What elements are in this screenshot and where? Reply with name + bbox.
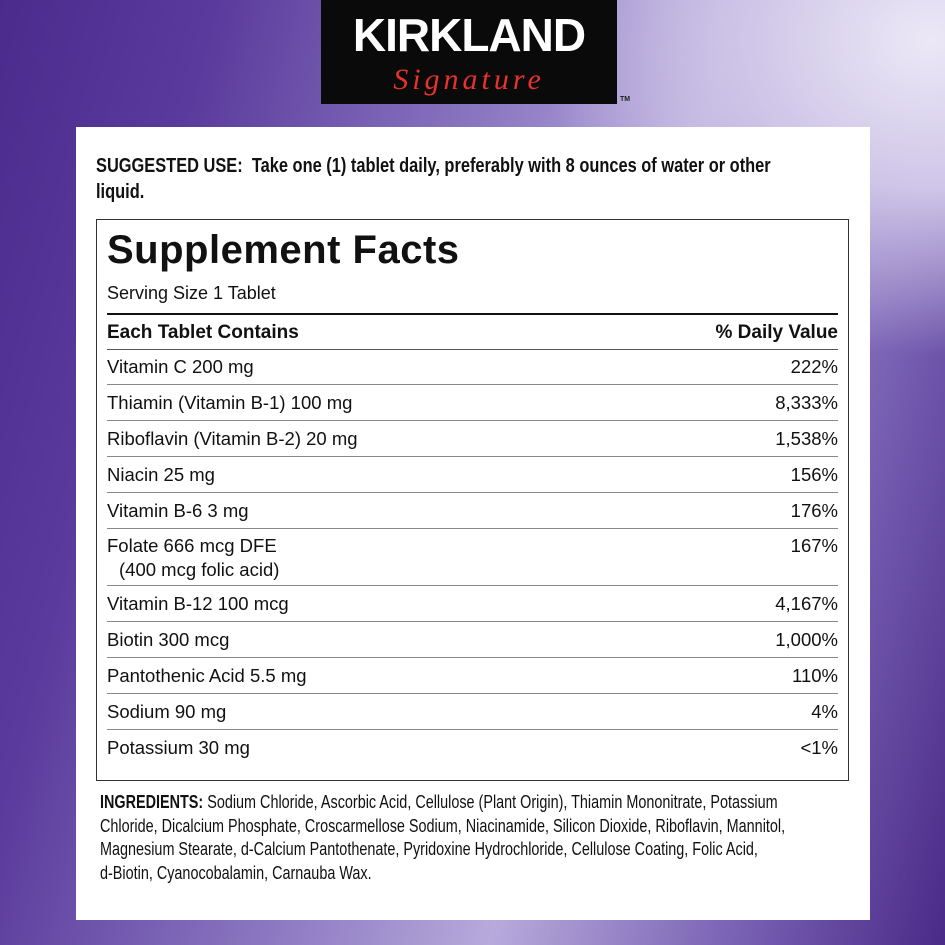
daily-value: 1,538% [775,427,838,449]
nutrient-name: Riboflavin (Vitamin B-2) 20 mg [107,428,358,450]
ingredients-line: Chloride, Dicalcium Phosphate, Croscarme… [100,815,786,836]
suggested-use-line: liquid. [96,181,145,203]
daily-value: 1,000% [775,628,838,650]
label-panel: SUGGESTED USE: Take one (1) tablet daily… [76,127,870,920]
daily-value: 222% [790,355,838,377]
table-row: Potassium 30 mg <1% [107,730,838,765]
nutrient-note: (400 mcg folic acid) [119,559,280,580]
nutrient-name: Vitamin B-6 3 mg [107,500,249,522]
divider [107,313,838,315]
nutrient-amount: Vitamin B-12 100 mcg [107,592,289,614]
ingredients-line: Sodium Chloride, Ascorbic Acid, Cellulos… [207,792,778,812]
nutrient-name: Folate 666 mcg DFE (400 mcg folic acid) [107,534,279,582]
table-row: Pantothenic Acid 5.5 mg 110% [107,658,838,694]
daily-value: 167% [790,535,838,556]
nutrient-rows: Vitamin C 200 mg 222% Thiamin (Vitamin B-1… [107,349,838,765]
nutrient-name: Sodium 90 mg [107,701,226,723]
logo-signature: Signature [393,63,545,96]
logo-brand: KIRKLAND [352,9,586,61]
kirkland-signature-logo: KIRKLAND Signature [321,0,617,104]
nutrient-amount: Niacin 25 mg [107,463,215,485]
ingredients-line: d-Biotin, Cyanocobalamin, Carnauba Wax. [100,862,372,883]
suggested-use-line: Take one (1) tablet daily, preferably wi… [251,155,771,177]
nutrient-amount: Riboflavin (Vitamin B-2) 20 mg [107,427,358,449]
suggested-use: SUGGESTED USE: Take one (1) tablet daily… [96,153,771,205]
nutrient-name: Pantothenic Acid 5.5 mg [107,665,307,687]
nutrient-name: Thiamin (Vitamin B-1) 100 mg [107,392,352,414]
nutrient-amount: Thiamin (Vitamin B-1) 100 mg [107,391,353,413]
nutrient-amount: Vitamin B-6 3 mg [107,499,249,521]
table-row: Niacin 25 mg 156% [107,457,838,493]
nutrient-name: Potassium 30 mg [107,737,250,759]
ingredients-label: INGREDIENTS: [100,792,204,812]
daily-value: 4% [811,700,838,722]
nutrient-amount: Pantothenic Acid 5.5 mg [107,664,307,686]
table-header: Each Tablet Contains % Daily Value [107,316,838,350]
daily-value: 8,333% [775,391,838,413]
trademark: TM [620,96,631,103]
facts-title: Supplement Facts [107,228,460,272]
ingredients: INGREDIENTS: Sodium Chloride, Ascorbic A… [100,791,785,885]
nutrient-name: Niacin 25 mg [107,464,215,486]
column-header-contents: Each Tablet Contains [107,321,299,343]
nutrient-amount: Folate 666 mcg DFE [107,535,277,556]
nutrient-name: Vitamin B-12 100 mcg [107,593,289,615]
daily-value: 4,167% [775,592,838,614]
column-header-daily-value: % Daily Value [715,321,838,343]
table-row: Vitamin B-6 3 mg 176% [107,493,838,529]
daily-value: 156% [790,463,838,485]
table-row: Vitamin C 200 mg 222% [107,349,838,385]
table-row: Vitamin B-12 100 mcg 4,167% [107,586,838,622]
table-row: Sodium 90 mg 4% [107,694,838,730]
table-row: Thiamin (Vitamin B-1) 100 mg 8,333% [107,385,838,421]
ingredients-line: Magnesium Stearate, d-Calcium Pantothena… [100,839,758,859]
table-row: Biotin 300 mcg 1,000% [107,622,838,658]
nutrient-amount: Sodium 90 mg [107,700,227,722]
table-row: Riboflavin (Vitamin B-2) 20 mg 1,538% [107,421,838,457]
suggested-use-label: SUGGESTED USE: [96,155,243,177]
daily-value: 176% [790,499,838,521]
daily-value: 110% [792,664,838,686]
table-row: Folate 666 mcg DFE (400 mcg folic acid) 16… [107,529,838,586]
nutrient-amount: Biotin 300 mcg [107,628,230,650]
nutrient-amount: Potassium 30 mg [107,736,250,758]
serving-size: Serving Size 1 Tablet [107,283,276,303]
daily-value: <1% [800,736,838,758]
nutrient-name: Vitamin C 200 mg [107,356,254,378]
nutrient-amount: Vitamin C 200 mg [107,355,254,377]
nutrient-name: Biotin 300 mcg [107,629,229,651]
supplement-facts-table: Supplement Facts Serving Size 1 Tablet E… [96,219,849,781]
